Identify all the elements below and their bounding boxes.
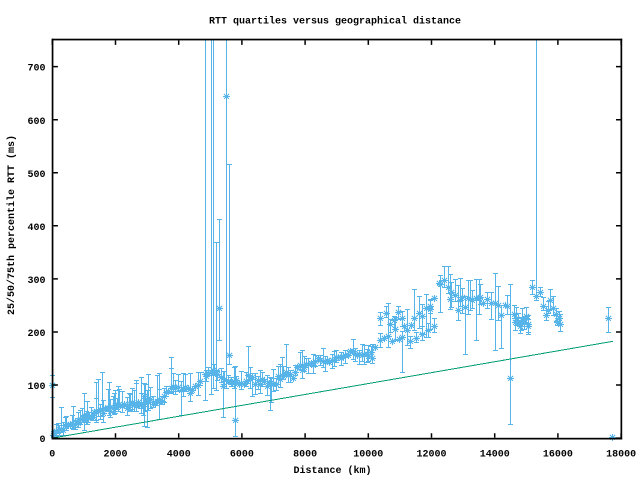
- svg-text:700: 700: [27, 64, 45, 75]
- svg-text:6000: 6000: [230, 449, 254, 460]
- svg-text:Distance (km): Distance (km): [293, 465, 371, 477]
- svg-text:2000: 2000: [103, 449, 127, 460]
- svg-text:14000: 14000: [480, 449, 510, 460]
- svg-text:18000: 18000: [606, 449, 636, 460]
- svg-text:10000: 10000: [353, 449, 383, 460]
- svg-text:RTT quartiles versus geographi: RTT quartiles versus geographical distan…: [209, 15, 461, 27]
- svg-text:16000: 16000: [543, 449, 573, 460]
- svg-text:400: 400: [27, 223, 45, 234]
- svg-text:0: 0: [39, 435, 45, 446]
- svg-text:12000: 12000: [416, 449, 446, 460]
- svg-text:500: 500: [27, 170, 45, 181]
- svg-text:4000: 4000: [167, 449, 191, 460]
- svg-text:200: 200: [27, 329, 45, 340]
- svg-text:600: 600: [27, 117, 45, 128]
- svg-text:25/50/75th percentile RTT (ms): 25/50/75th percentile RTT (ms): [6, 135, 18, 315]
- svg-text:100: 100: [27, 382, 45, 393]
- svg-text:8000: 8000: [293, 449, 317, 460]
- svg-text:0: 0: [49, 449, 55, 460]
- svg-text:300: 300: [27, 276, 45, 287]
